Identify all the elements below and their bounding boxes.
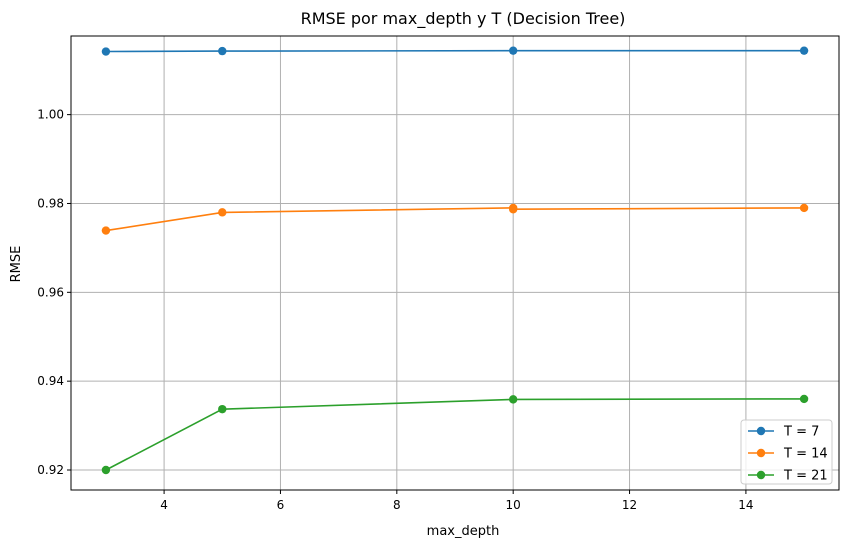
x-axis-label: max_depth: [427, 524, 500, 539]
grid: [71, 36, 839, 490]
series-2: [101, 203, 809, 235]
plot-frame: [70, 35, 840, 491]
data-point: [799, 394, 809, 404]
data-point: [508, 46, 518, 55]
x-tick-label: 6: [277, 498, 285, 512]
series-line: [105, 398, 805, 471]
legend-label: T = 14: [783, 447, 828, 462]
data-point: [799, 203, 809, 213]
data-point: [101, 226, 111, 235]
x-tick-label: 4: [160, 498, 168, 512]
data-point: [508, 395, 518, 404]
y-tick-label: 0.98: [37, 196, 64, 210]
legend-marker: [756, 448, 766, 458]
series-1: [101, 46, 809, 56]
legend-marker: [756, 470, 766, 480]
data-point: [508, 205, 518, 214]
series-3: [101, 394, 809, 475]
legend-label: T = 21: [783, 469, 828, 484]
data-point: [218, 404, 227, 414]
data-point: [101, 465, 111, 475]
x-tick-label: 14: [738, 498, 753, 512]
legend: T = 7 T = 14 T = 21: [740, 419, 833, 485]
legend-box: [740, 419, 833, 485]
x-tick-label: 10: [506, 498, 521, 512]
legend-marker: [756, 426, 766, 436]
axis-ticks: 4 6 8 10 12 14 0.92 0.94 0.96 0.98 1.00: [37, 108, 753, 512]
data-point: [218, 46, 227, 56]
x-tick-label: 12: [622, 498, 637, 512]
y-tick-label: 1.00: [37, 108, 64, 122]
y-tick-label: 0.94: [37, 374, 64, 388]
data-point: [101, 47, 111, 56]
y-axis-label: RMSE: [9, 246, 24, 283]
y-tick-label: 0.96: [37, 285, 64, 299]
y-tick-label: 0.92: [37, 463, 64, 477]
data-point: [799, 46, 809, 55]
series-layer: [101, 46, 809, 475]
series-line: [105, 49, 805, 53]
data-point: [218, 208, 227, 217]
x-tick-label: 8: [393, 498, 401, 512]
legend-label: T = 7: [783, 425, 819, 440]
chart-title: RMSE por max_depth y T (Decision Tree): [301, 9, 626, 29]
